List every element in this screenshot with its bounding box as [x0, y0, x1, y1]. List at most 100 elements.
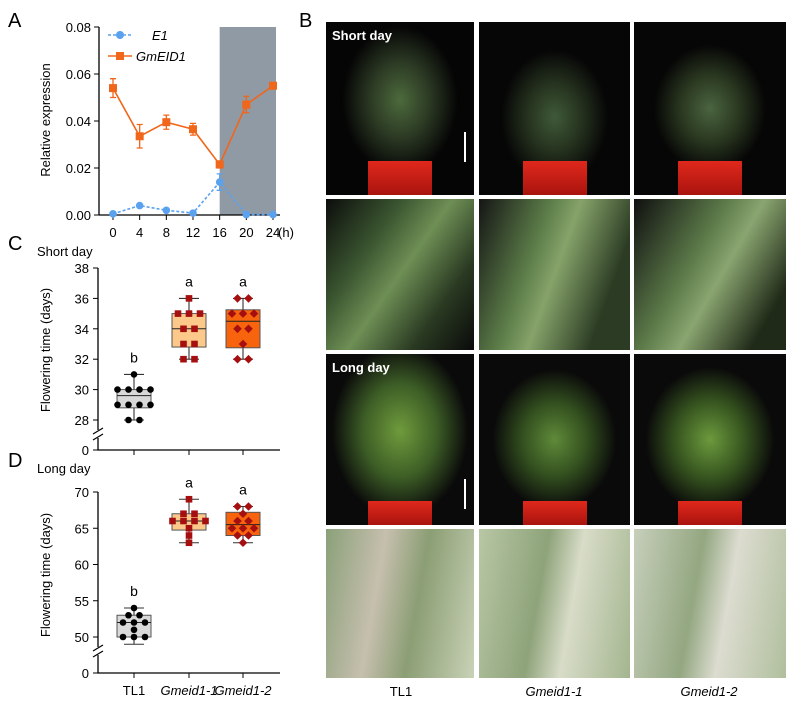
- data-point: [185, 295, 193, 302]
- data-point-GmEID1: [269, 81, 277, 90]
- photo-r3-c1: Long day: [326, 354, 474, 525]
- data-point-E1: [215, 178, 224, 186]
- y-tick-label: 70: [75, 485, 89, 500]
- data-point-GmEID1: [162, 118, 171, 127]
- data-point: [125, 611, 132, 619]
- panel-title: Short day: [37, 244, 93, 259]
- data-point: [238, 509, 248, 519]
- photo-r1-c1: Short day: [326, 22, 474, 195]
- data-point: [185, 532, 193, 539]
- significance-letter: b: [130, 583, 138, 599]
- data-point: [119, 619, 127, 626]
- data-point: [130, 371, 138, 378]
- data-point: [244, 294, 253, 303]
- data-point: [196, 310, 204, 317]
- data-point: [169, 517, 176, 525]
- x-tick-label: 24: [266, 225, 280, 240]
- photo-row-label: Short day: [332, 28, 392, 43]
- data-point-GmEID1: [215, 160, 224, 169]
- photo-r1-c3: [634, 22, 786, 195]
- y-tick-label: 50: [75, 630, 89, 645]
- significance-letter: a: [239, 482, 247, 498]
- y-tick-label: 0.02: [66, 161, 91, 176]
- significance-letter: a: [239, 273, 247, 289]
- y-tick-label: 0: [82, 443, 89, 458]
- significance-letter: b: [130, 349, 138, 365]
- data-point: [238, 339, 248, 349]
- legend-label-GmEID1: GmEID1: [136, 49, 186, 64]
- data-point: [185, 310, 193, 317]
- photo-r3-c2: [479, 354, 630, 525]
- data-point: [125, 401, 132, 409]
- x-tick-label: 8: [163, 225, 170, 240]
- panel-letter-D: D: [8, 450, 22, 472]
- data-point: [136, 416, 143, 424]
- data-point: [191, 355, 198, 363]
- y-tick-label: 32: [75, 352, 89, 367]
- data-point: [185, 539, 193, 547]
- data-point: [191, 517, 198, 525]
- data-point: [136, 401, 143, 409]
- y-tick-label: 0.00: [66, 208, 91, 223]
- data-point: [136, 386, 143, 393]
- data-point: [244, 354, 253, 364]
- data-point: [238, 523, 248, 533]
- flower-pot: [522, 501, 587, 525]
- data-point: [249, 309, 259, 318]
- data-point: [233, 294, 242, 303]
- photo-column-label: Gmeid1-2: [680, 684, 738, 699]
- data-point-E1: [162, 206, 171, 215]
- data-point: [141, 633, 149, 641]
- photo-r4-c2: [479, 529, 630, 678]
- data-point: [233, 502, 242, 511]
- photo-r2-c1: [326, 199, 474, 350]
- data-point-E1: [269, 210, 277, 219]
- x-unit-label: (h): [278, 225, 294, 240]
- y-tick-label: 0: [82, 666, 89, 681]
- data-point: [141, 619, 149, 626]
- legend-marker-GmEID1: [116, 52, 124, 60]
- data-point: [114, 401, 121, 409]
- scale-bar: [464, 132, 466, 162]
- photo-r2-c3: [634, 199, 786, 350]
- data-point-GmEID1: [109, 84, 117, 93]
- flower-pot: [522, 161, 587, 195]
- data-point: [191, 340, 198, 348]
- data-point: [185, 524, 193, 532]
- data-point: [233, 324, 242, 334]
- y-tick-label: 0.06: [66, 67, 91, 82]
- data-point: [185, 495, 193, 503]
- axis-break: [92, 644, 104, 658]
- data-point: [244, 324, 253, 334]
- photo-r3-c3: [634, 354, 786, 525]
- flower-pot: [368, 161, 432, 195]
- y-tick-label: 34: [75, 322, 89, 337]
- data-point: [249, 523, 259, 533]
- data-point-E1: [109, 210, 117, 218]
- y-tick-label: 0.08: [66, 20, 91, 35]
- y-tick-label: 30: [75, 383, 89, 398]
- data-point: [130, 626, 138, 634]
- x-tick-label: 16: [212, 225, 226, 240]
- dark-period-shade: [219, 27, 276, 215]
- data-point-E1: [189, 209, 197, 217]
- panel-title: Long day: [37, 461, 91, 476]
- flower-pot: [678, 161, 742, 195]
- data-point-GmEID1: [135, 132, 144, 141]
- data-point: [130, 619, 138, 626]
- scale-bar: [464, 479, 466, 509]
- y-axis-label: Flowering time (days): [38, 513, 53, 637]
- data-point: [191, 510, 198, 518]
- x-tick-label: 4: [136, 225, 143, 240]
- data-point: [119, 633, 127, 641]
- legend-marker-E1: [116, 31, 124, 39]
- x-category-label: Gmeid1-2: [214, 683, 272, 698]
- data-point: [180, 510, 187, 518]
- panel-letter-C: C: [8, 233, 22, 255]
- data-point: [233, 531, 242, 540]
- x-tick-label: 12: [186, 225, 200, 240]
- data-point: [202, 517, 209, 525]
- data-point: [238, 309, 248, 318]
- photo-r4-c1: [326, 529, 474, 678]
